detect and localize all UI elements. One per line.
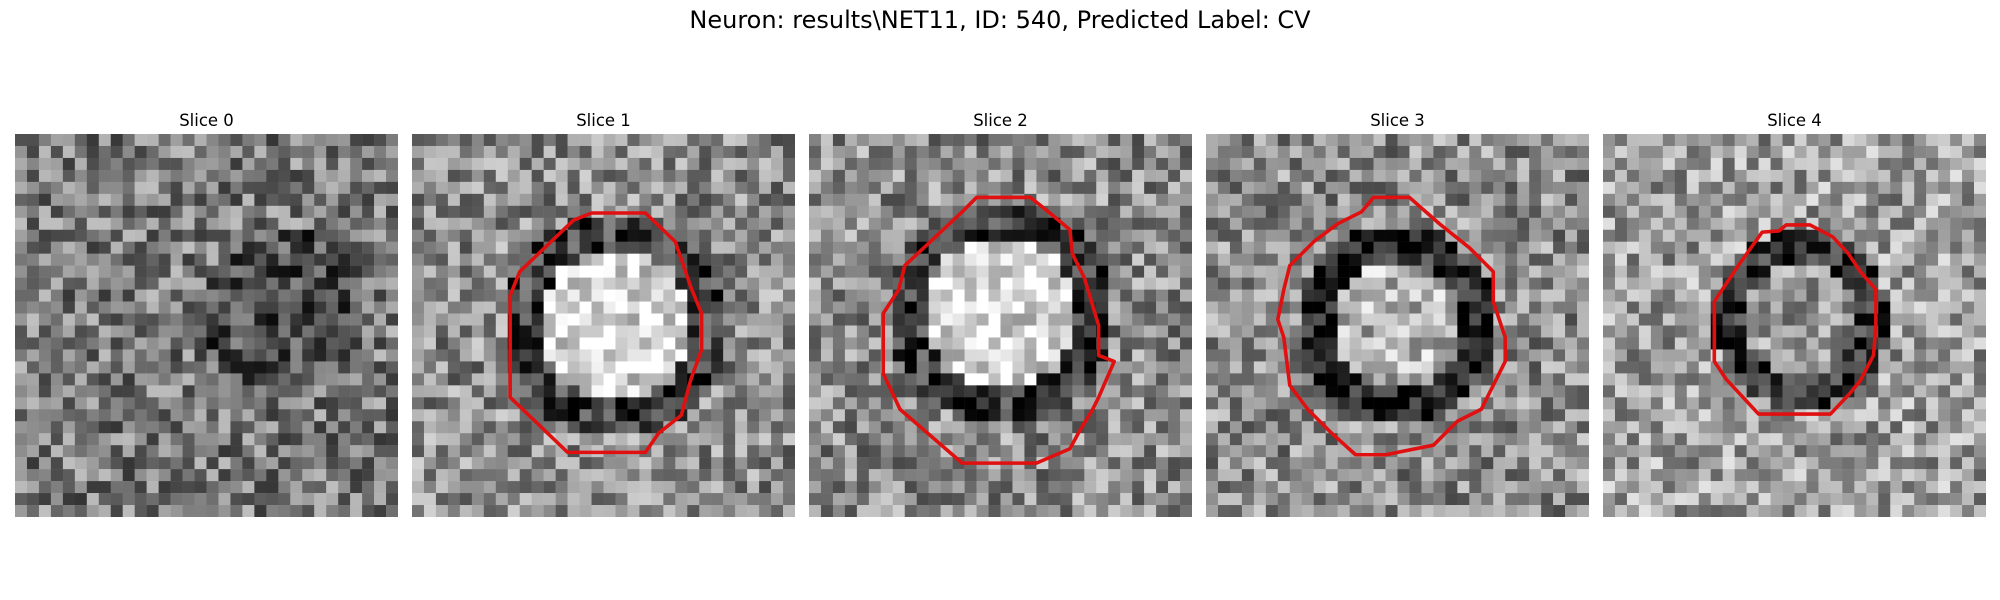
slice-title-0: Slice 0 — [179, 111, 234, 130]
segmentation-contour — [881, 195, 1116, 465]
pixel-grid — [1603, 134, 1986, 517]
slice-title-2: Slice 2 — [973, 111, 1028, 130]
segmentation-contour — [1712, 223, 1878, 416]
slice-panel-1: Slice 1 — [412, 108, 795, 517]
figure-title: Neuron: results\NET11, ID: 540, Predicte… — [689, 6, 1311, 34]
segmentation-contour — [508, 211, 704, 455]
slice-panel-3: Slice 3 — [1206, 108, 1589, 517]
pixel-grid — [15, 134, 398, 517]
pixel-grid — [412, 134, 795, 517]
segmentation-contour — [1276, 195, 1508, 457]
slice-title-3: Slice 3 — [1370, 111, 1425, 130]
slice-title-1: Slice 1 — [576, 111, 631, 130]
pixel-grid — [1206, 134, 1589, 517]
slice-image-4 — [1603, 134, 1986, 517]
slice-image-0 — [15, 134, 398, 517]
slice-panel-2: Slice 2 — [809, 108, 1192, 517]
slice-panel-4: Slice 4 — [1603, 108, 1986, 517]
slice-image-3 — [1206, 134, 1589, 517]
slice-title-4: Slice 4 — [1767, 111, 1822, 130]
slice-panel-0: Slice 0 — [15, 108, 398, 517]
slice-image-2 — [809, 134, 1192, 517]
slice-image-1 — [412, 134, 795, 517]
pixel-grid — [809, 134, 1192, 517]
